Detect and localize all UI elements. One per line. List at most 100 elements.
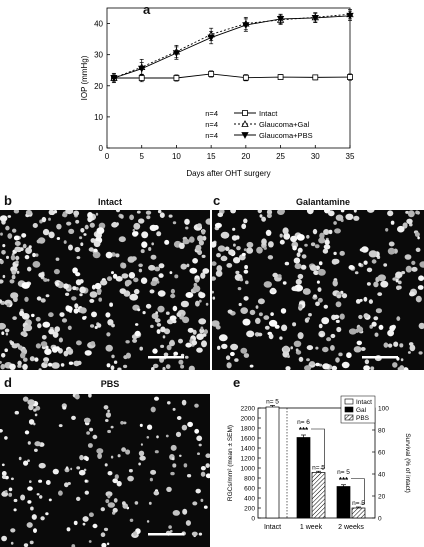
cell-spot: [232, 227, 236, 231]
cell-spot: [24, 296, 29, 302]
cell-spot: [403, 367, 409, 370]
cell-spot: [27, 399, 35, 406]
cell-spot: [0, 232, 3, 236]
cell-spot: [0, 299, 3, 304]
cell-spot: [335, 301, 342, 308]
cell-spot: [2, 244, 6, 248]
cell-spot: [244, 265, 248, 270]
cell-spot: [246, 330, 255, 338]
cell-spot: [312, 228, 318, 235]
x-tick-label-a: 30: [311, 152, 320, 161]
cell-spot: [387, 210, 394, 217]
legend-swatch: [344, 406, 354, 413]
cell-spot: [138, 263, 143, 268]
cell-spot: [178, 359, 184, 365]
cell-spot: [237, 287, 242, 291]
cell-spot: [24, 315, 28, 319]
significance-label: ***: [339, 476, 349, 485]
cell-spot: [234, 358, 239, 362]
cell-spot: [82, 522, 86, 526]
cell-spot: [133, 277, 139, 283]
cell-spot: [175, 431, 182, 438]
cell-spot: [107, 502, 116, 508]
cell-spot: [154, 450, 159, 454]
cell-spot: [294, 263, 302, 270]
cell-spot: [176, 312, 182, 317]
cell-spot: [309, 361, 315, 366]
cell-spot: [406, 218, 413, 224]
cell-spot: [163, 352, 169, 357]
cell-spot: [31, 514, 37, 520]
cell-spot: [383, 263, 388, 267]
cell-spot: [0, 279, 4, 284]
cell-spot: [61, 318, 68, 323]
cell-spot: [28, 404, 34, 411]
y-tick-label-a: 30: [94, 51, 103, 60]
cell-spot: [65, 305, 73, 312]
cell-spot: [106, 332, 111, 337]
cell-spot: [185, 226, 189, 230]
cell-spot: [4, 328, 10, 333]
cell-spot: [197, 235, 204, 242]
y-tick-label-e: 1800: [241, 426, 256, 433]
cell-spot: [388, 241, 395, 247]
cell-spot: [90, 324, 95, 328]
cell-spot: [62, 406, 67, 410]
panel-letter-a: a: [143, 2, 151, 17]
cell-spot: [89, 298, 95, 303]
cell-spot: [408, 342, 414, 346]
cell-spot: [255, 305, 259, 309]
cell-spot: [9, 279, 15, 284]
panel-letter-d: d: [4, 375, 12, 390]
cell-spot: [100, 532, 106, 537]
cell-spot: [14, 241, 21, 246]
cell-spot: [339, 250, 345, 256]
cell-spot: [293, 257, 301, 264]
cell-spot: [58, 490, 63, 496]
y2-tick-label-e: 60: [378, 450, 386, 457]
cell-spot: [243, 269, 249, 274]
cell-spot: [259, 214, 263, 218]
cell-spot: [83, 417, 91, 423]
cell-spot: [187, 474, 192, 478]
cell-spot: [201, 230, 206, 235]
cell-spot: [140, 277, 148, 284]
data-point-2: [242, 22, 250, 29]
cell-spot: [114, 474, 119, 480]
cell-spot: [336, 326, 342, 333]
y-tick-label-e: 200: [244, 506, 255, 513]
cell-spot: [402, 222, 408, 229]
cell-spot: [290, 235, 298, 243]
cell-spot: [56, 223, 62, 230]
cell-spot: [4, 436, 8, 440]
cell-spot: [35, 316, 41, 322]
cell-spot: [173, 351, 179, 356]
cell-spot: [341, 361, 350, 369]
cell-spot: [205, 453, 210, 458]
data-point-2: [138, 65, 146, 73]
cell-spot: [341, 293, 348, 299]
cell-spot: [198, 240, 204, 246]
cell-spot: [363, 313, 369, 319]
cell-spot: [304, 365, 312, 370]
cell-spot: [34, 441, 41, 447]
cell-spot: [183, 463, 188, 468]
cell-spot: [17, 345, 23, 350]
cell-spot: [27, 459, 30, 462]
cell-spot: [165, 364, 171, 369]
cell-spot: [191, 531, 198, 537]
cell-spot: [235, 270, 240, 275]
cell-spot: [29, 540, 34, 545]
cell-spot: [16, 270, 20, 274]
data-point-0: [173, 75, 180, 81]
legend-label: Glaucoma+Gal: [259, 120, 310, 129]
cell-spot: [96, 227, 105, 235]
cell-spot: [266, 213, 272, 219]
y-tick-label-a: 0: [99, 144, 104, 153]
cell-spot: [200, 272, 206, 279]
cell-spot: [212, 276, 216, 281]
y-tick-label-e: 600: [244, 486, 255, 493]
cell-spot: [205, 463, 210, 468]
cell-spot: [363, 365, 370, 370]
cell-spot: [67, 325, 72, 330]
